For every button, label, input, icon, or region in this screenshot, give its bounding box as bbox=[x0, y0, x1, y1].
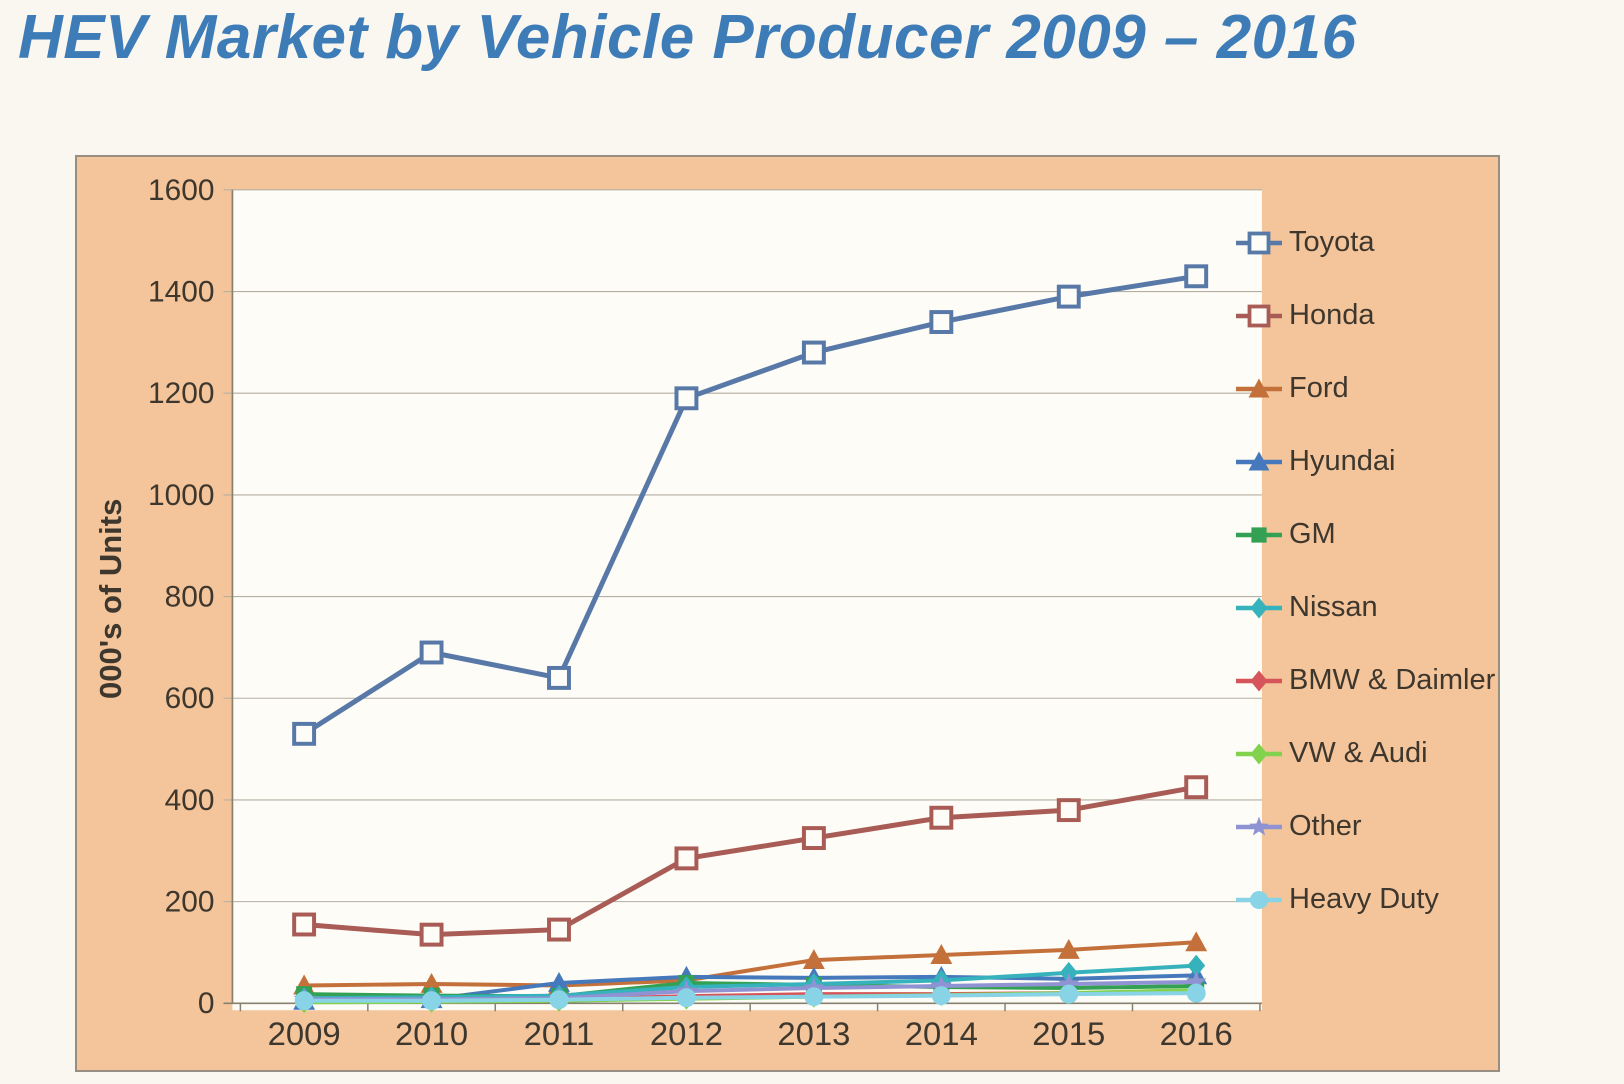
marker-toyota bbox=[674, 386, 699, 411]
marker-ford bbox=[1057, 938, 1080, 959]
series-line-heavy-duty bbox=[304, 991, 1197, 1003]
legend-item-nissan: Nissan bbox=[1235, 571, 1501, 644]
legend-label: Honda bbox=[1289, 299, 1375, 331]
marker-heavy-duty bbox=[931, 986, 951, 1006]
x-tick-label: 2015 bbox=[1032, 1015, 1105, 1052]
legend-item-honda: Honda bbox=[1235, 279, 1501, 352]
marker-nissan bbox=[1059, 961, 1078, 984]
legend-label: Other bbox=[1289, 810, 1362, 842]
legend-marker-hyundai bbox=[1236, 451, 1282, 471]
series-line-ford bbox=[304, 940, 1197, 988]
legend-marker-honda bbox=[1236, 304, 1282, 327]
marker-ford bbox=[1185, 931, 1208, 952]
marker-heavy-duty bbox=[422, 991, 442, 1011]
marker-honda bbox=[801, 826, 826, 851]
legend-label: Toyota bbox=[1289, 226, 1375, 258]
marker-toyota bbox=[292, 721, 317, 746]
legend-marker-gm bbox=[1236, 526, 1282, 543]
legend-label: Ford bbox=[1289, 372, 1349, 404]
marker-other bbox=[803, 977, 825, 997]
marker-honda bbox=[419, 922, 444, 947]
legend-item-gm: GM bbox=[1235, 498, 1501, 571]
marker-ford bbox=[930, 944, 953, 964]
marker-toyota bbox=[1056, 284, 1081, 309]
legend-marker-heavy-duty bbox=[1236, 890, 1282, 909]
marker-ford bbox=[802, 949, 825, 970]
marker-honda bbox=[674, 846, 699, 871]
x-tick-label: 2011 bbox=[524, 1015, 595, 1052]
plot-area bbox=[232, 189, 1262, 1011]
marker-toyota bbox=[801, 340, 826, 365]
legend-item-hyundai: Hyundai bbox=[1235, 425, 1501, 498]
x-tick-label: 2013 bbox=[777, 1015, 850, 1052]
y-tick-label: 1400 bbox=[148, 275, 214, 308]
x-tick-label: 2012 bbox=[650, 1015, 723, 1052]
y-tick-label: 1000 bbox=[148, 479, 214, 512]
x-tick-label: 2010 bbox=[395, 1015, 468, 1052]
marker-hyundai bbox=[548, 972, 570, 992]
legend-label: GM bbox=[1289, 518, 1336, 550]
marker-other bbox=[1058, 973, 1080, 993]
marker-honda bbox=[292, 912, 317, 937]
x-tick-label: 2014 bbox=[905, 1015, 978, 1052]
marker-heavy-duty bbox=[804, 987, 824, 1007]
legend-item-vw-audi: VW & Audi bbox=[1235, 717, 1501, 790]
x-tick-label: 2016 bbox=[1160, 1015, 1233, 1052]
y-tick-label: 400 bbox=[165, 784, 215, 817]
marker-heavy-duty bbox=[1059, 984, 1079, 1004]
y-tick-label: 200 bbox=[165, 886, 215, 919]
legend-marker-other bbox=[1236, 816, 1282, 835]
chart-legend: Toyota Honda Ford Hyundai GM Nissan BMW & Daim… bbox=[1235, 206, 1501, 936]
y-tick-label: 1600 bbox=[148, 174, 214, 207]
legend-marker-ford bbox=[1236, 378, 1282, 398]
marker-honda bbox=[547, 917, 571, 942]
legend-marker-vw-audi bbox=[1236, 743, 1282, 764]
marker-honda bbox=[929, 805, 954, 830]
y-tick-label: 800 bbox=[165, 581, 215, 614]
marker-toyota bbox=[929, 310, 954, 334]
marker-other bbox=[930, 975, 952, 995]
marker-toyota bbox=[1184, 264, 1209, 289]
series-line-nissan bbox=[304, 963, 1197, 1001]
marker-heavy-duty bbox=[549, 990, 569, 1010]
legend-marker-toyota bbox=[1236, 231, 1282, 254]
legend-item-toyota: Toyota bbox=[1235, 206, 1501, 279]
series-line-toyota bbox=[302, 273, 1197, 736]
marker-heavy-duty bbox=[676, 988, 696, 1008]
marker-toyota bbox=[547, 665, 571, 690]
line-chart: 0 200 400 600 800 1000 1200 1400 1600 2009 2010 201… bbox=[148, 174, 1262, 1052]
marker-heavy-duty bbox=[1186, 983, 1206, 1003]
marker-honda bbox=[1184, 775, 1209, 800]
legend-marker-nissan bbox=[1236, 597, 1282, 618]
legend-label: BMW & Daimler bbox=[1289, 664, 1496, 696]
marker-honda bbox=[1056, 798, 1081, 823]
legend-item-bmw-daimler: BMW & Daimler bbox=[1235, 644, 1501, 717]
y-tick-label: 1200 bbox=[148, 377, 214, 410]
legend-label: Heavy Duty bbox=[1289, 883, 1439, 915]
y-tick-label: 0 bbox=[198, 987, 215, 1020]
legend-label: VW & Audi bbox=[1289, 737, 1428, 769]
legend-item-heavy-duty: Heavy Duty bbox=[1235, 863, 1501, 936]
legend-label: Nissan bbox=[1289, 591, 1378, 623]
marker-toyota bbox=[419, 640, 444, 665]
legend-item-other: Other bbox=[1235, 790, 1501, 863]
legend-item-ford: Ford bbox=[1235, 352, 1501, 425]
marker-heavy-duty bbox=[294, 991, 314, 1011]
series-line-honda bbox=[303, 784, 1197, 938]
y-axis-title: 000's of Units bbox=[93, 498, 128, 699]
y-tick-label: 600 bbox=[165, 682, 215, 715]
marker-other bbox=[1185, 971, 1207, 991]
legend-label: Hyundai bbox=[1289, 445, 1396, 477]
x-tick-label: 2009 bbox=[268, 1015, 341, 1052]
chart-frame: 0 200 400 600 800 1000 1200 1400 1600 2009 2010 201… bbox=[75, 155, 1500, 1072]
chart-title: HEV Market by Vehicle Producer 2009 – 20… bbox=[18, 3, 1357, 72]
legend-marker-bmw-daimler bbox=[1236, 670, 1282, 691]
